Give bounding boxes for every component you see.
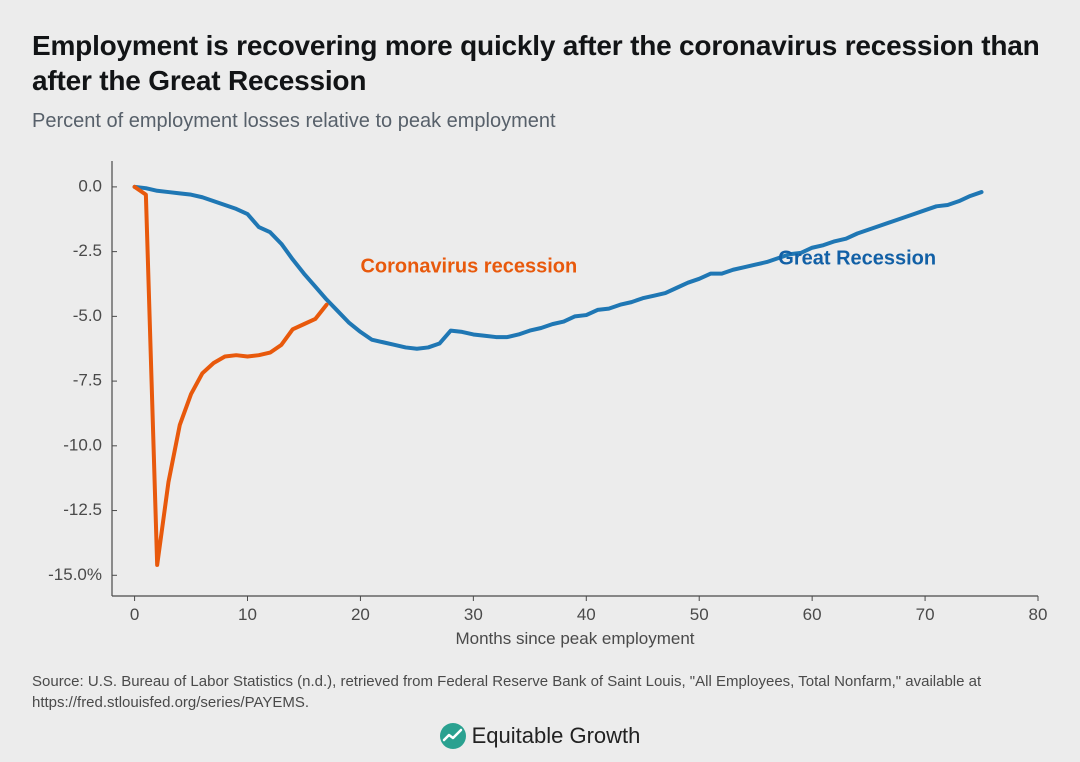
- chart-title: Employment is recovering more quickly af…: [32, 28, 1048, 98]
- svg-text:60: 60: [803, 605, 822, 624]
- brand-icon: [440, 723, 466, 749]
- svg-text:80: 80: [1029, 605, 1048, 624]
- svg-text:40: 40: [577, 605, 596, 624]
- chart-subtitle: Percent of employment losses relative to…: [32, 110, 1048, 133]
- line-chart-svg: 0.0 -2.5 -5.0 -7.5 -10.0 -12.5 -15.0% 0 10 20 30 40…: [32, 151, 1048, 651]
- chart-plot-area: 0.0 -2.5 -5.0 -7.5 -10.0 -12.5 -15.0% 0 10 20 30 40…: [32, 151, 1048, 651]
- source-attribution: Source: U.S. Bureau of Labor Statistics …: [32, 671, 1048, 713]
- svg-text:Months since peak employment: Months since peak employment: [455, 629, 694, 648]
- brand-footer: Equitable Growth: [32, 723, 1048, 754]
- svg-text:0.0: 0.0: [78, 176, 102, 195]
- series-line: [135, 187, 327, 565]
- svg-text:20: 20: [351, 605, 370, 624]
- brand-lockup: Equitable Growth: [440, 723, 641, 749]
- svg-text:-10.0: -10.0: [63, 435, 102, 454]
- svg-text:30: 30: [464, 605, 483, 624]
- brand-name: Equitable Growth: [472, 723, 641, 749]
- chart-container: Employment is recovering more quickly af…: [0, 0, 1080, 762]
- svg-text:10: 10: [238, 605, 257, 624]
- svg-text:-2.5: -2.5: [73, 241, 102, 260]
- svg-text:-5.0: -5.0: [73, 306, 102, 325]
- svg-text:-15.0%: -15.0%: [48, 565, 102, 584]
- svg-text:50: 50: [690, 605, 709, 624]
- series-label: Great Recession: [778, 248, 936, 270]
- svg-text:-12.5: -12.5: [63, 500, 102, 519]
- svg-text:70: 70: [916, 605, 935, 624]
- svg-text:0: 0: [130, 605, 139, 624]
- svg-text:-7.5: -7.5: [73, 371, 102, 390]
- series-label: Coronavirus recession: [360, 255, 577, 277]
